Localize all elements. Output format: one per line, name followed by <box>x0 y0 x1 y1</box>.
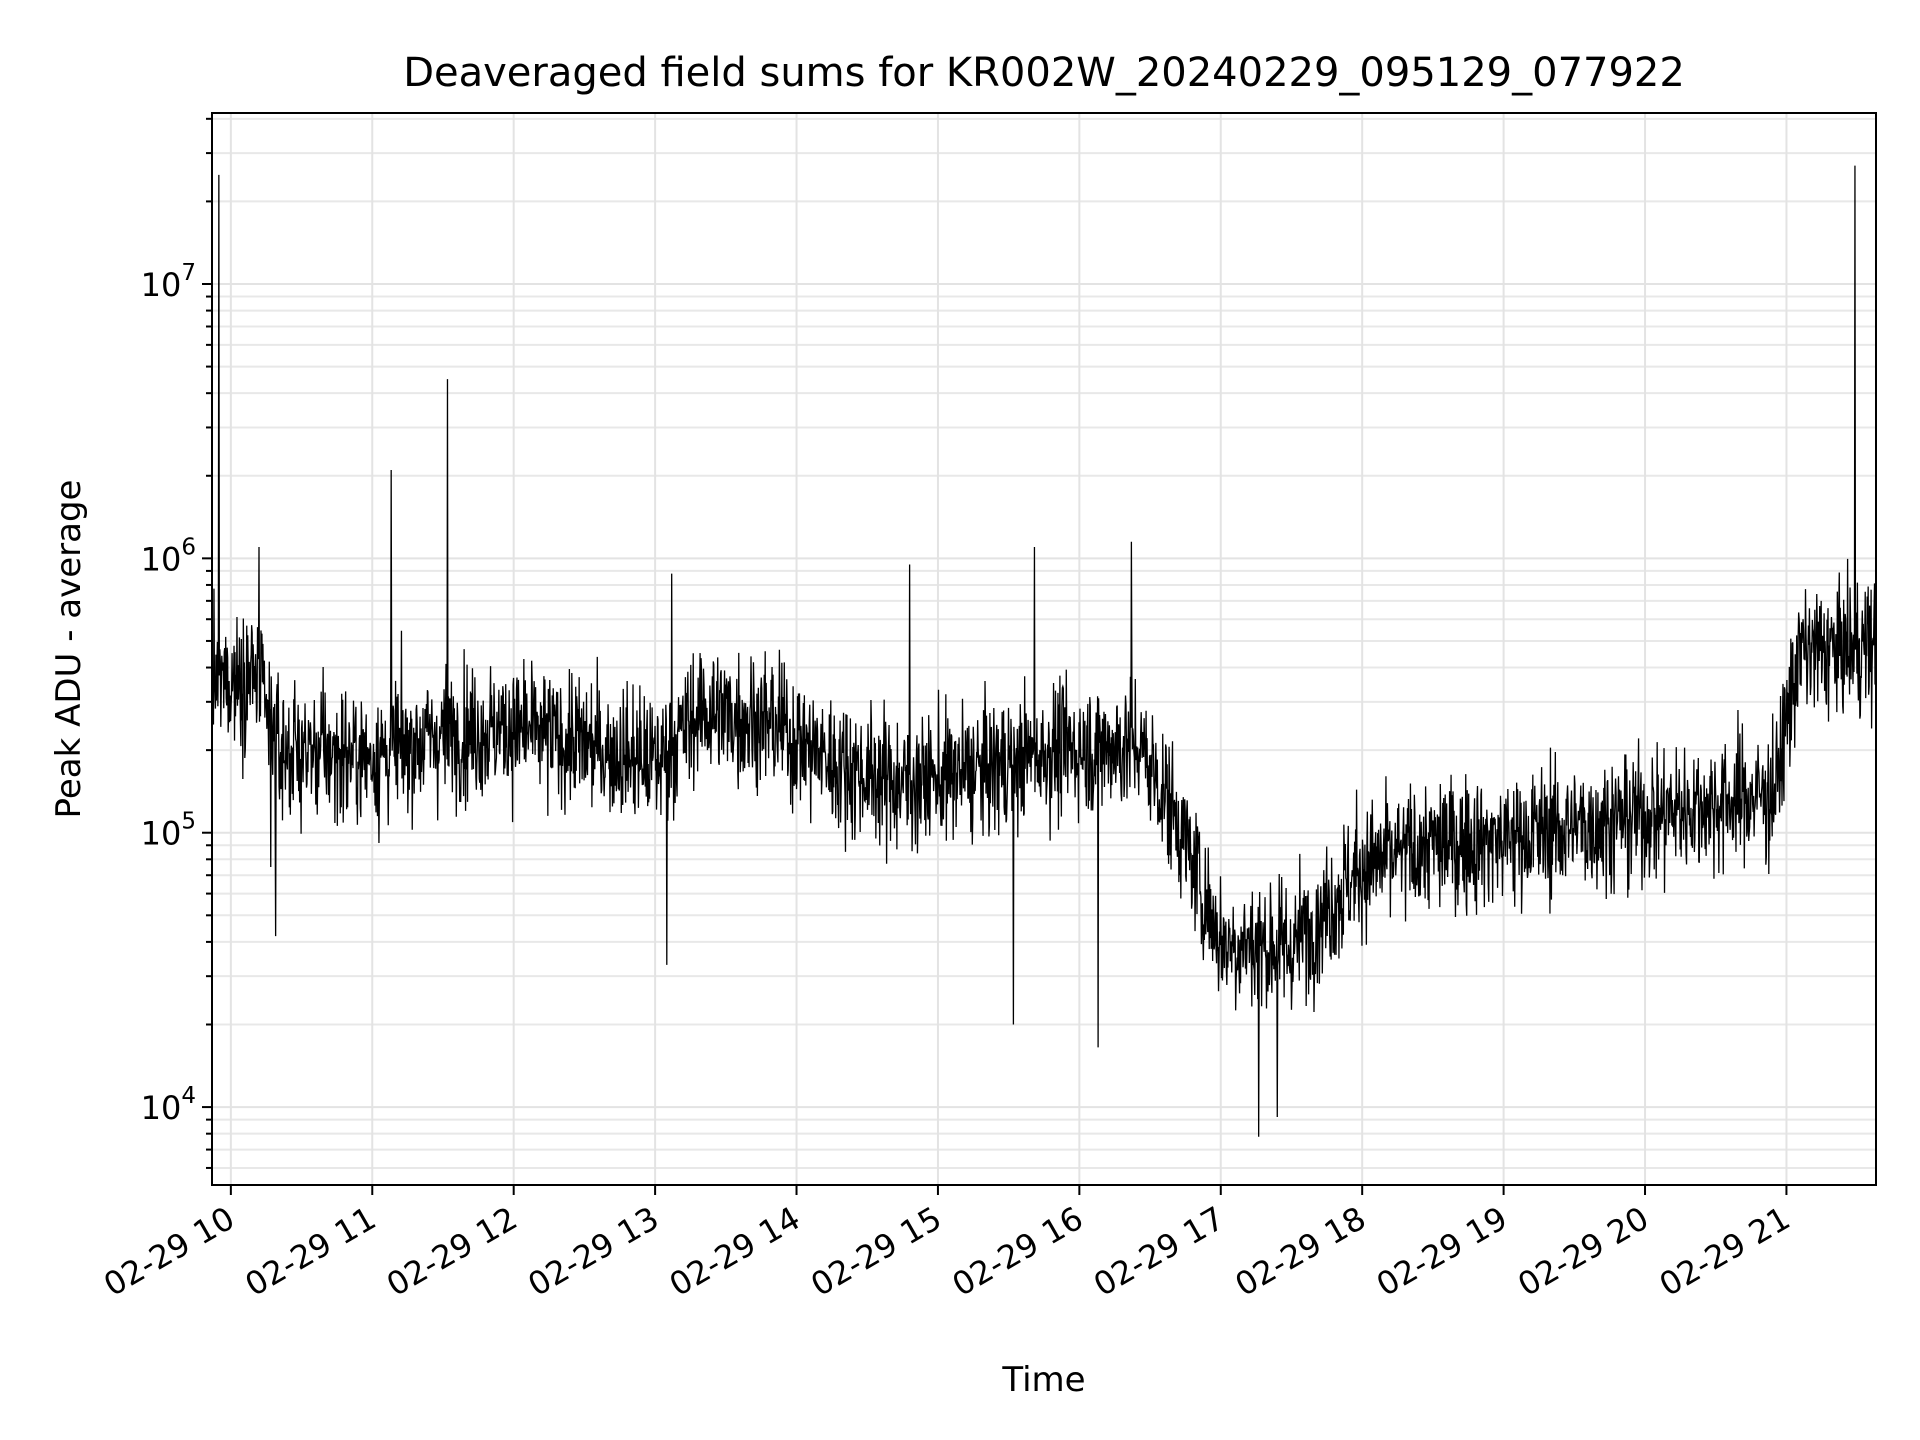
plot-area-frame <box>211 112 1877 1186</box>
y-tick-label: 104 <box>141 1083 196 1127</box>
x-axis-label: Time <box>1001 1360 1085 1400</box>
series-line <box>211 165 1877 1137</box>
y-tick-label: 106 <box>141 534 196 578</box>
y-axis-label: Peak ADU - average <box>49 480 89 819</box>
y-tick-label: 105 <box>141 809 196 853</box>
y-axis-ticks: 104 105 106 107 <box>141 117 212 1169</box>
y-tick-label: 107 <box>141 260 196 304</box>
grid-lines <box>212 113 1876 1185</box>
chart-title: Deaveraged field sums for KR002W_2024022… <box>403 50 1685 96</box>
data-series <box>211 165 1877 1137</box>
